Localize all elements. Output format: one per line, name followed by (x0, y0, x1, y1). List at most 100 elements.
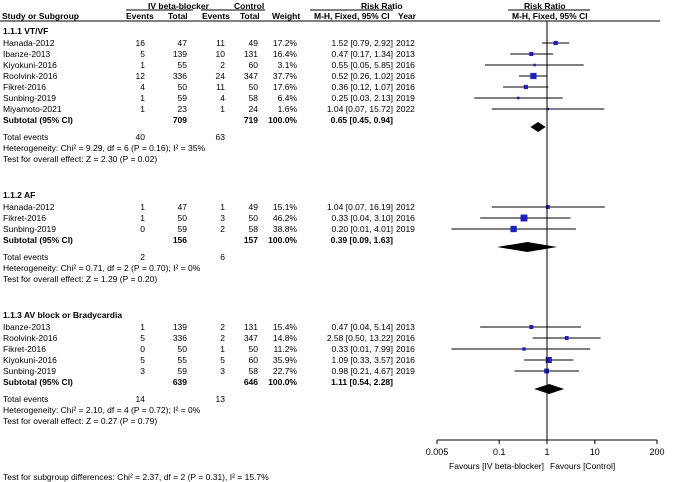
subgroup-title: 1.1.2 AF (3, 190, 36, 200)
study-marker (523, 84, 528, 90)
subtotal-total-2: 157 (243, 235, 258, 245)
weight: 17.2% (272, 38, 297, 48)
risk-ratio-ci: 1.52 [0.79, 2.92] (331, 38, 393, 48)
study-marker (520, 214, 528, 222)
total-2: 60 (248, 355, 258, 365)
total-2: 60 (248, 60, 258, 70)
weight: 15.1% (272, 202, 297, 212)
events-1: 1 (140, 202, 145, 212)
x-tick-label: 200 (649, 447, 664, 457)
risk-ratio-ci: 0.20 [0.01, 4.01] (331, 224, 393, 234)
col-total1: Total (168, 11, 188, 21)
total-2: 58 (248, 93, 258, 103)
events-1: 0 (140, 224, 145, 234)
study-name: Hanada-2012 (3, 38, 55, 48)
col-events1: Events (126, 11, 154, 21)
study-name: Fikret-2016 (3, 82, 46, 92)
col-total2: Total (240, 11, 260, 21)
risk-ratio-ci: 2.58 [0.50, 13.22] (326, 333, 393, 343)
weight: 1.6% (277, 104, 297, 114)
total-2: 131 (243, 49, 258, 59)
year: 2019 (396, 224, 415, 234)
events-1: 3 (140, 366, 145, 376)
events-1: 12 (135, 71, 145, 81)
total-2: 50 (248, 344, 258, 354)
x-tick-label: 10 (590, 447, 600, 457)
study-name: Roolvink-2016 (3, 71, 58, 81)
year: 2013 (396, 322, 415, 332)
subtotal-ci: 0.39 [0.09, 1.63] (330, 235, 393, 245)
total-2: 347 (243, 71, 258, 81)
total-1: 50 (177, 344, 187, 354)
events-1: 4 (140, 82, 145, 92)
total-2: 49 (248, 202, 258, 212)
overall-effect: Test for overall effect: Z = 0.27 (P = 0… (3, 416, 158, 426)
group2-header: Control (234, 1, 265, 11)
weight: 15.4% (272, 322, 297, 332)
study-marker (530, 72, 537, 80)
heterogeneity: Heterogeneity: Chi² = 9.29, df = 6 (P = … (3, 143, 206, 153)
risk-ratio-ci: 1.04 [0.07, 16.19] (326, 202, 393, 212)
year: 2016 (396, 71, 415, 81)
events-2: 24 (215, 71, 225, 81)
total-events-1: 40 (135, 132, 145, 142)
study-name: Sunbing-2019 (3, 224, 56, 234)
total-1: 59 (177, 93, 187, 103)
subtotal-weight: 100.0% (268, 115, 297, 125)
weight: 37.7% (272, 71, 297, 81)
subgroup-differences-test: Test for subgroup differences: Chi² = 2.… (3, 472, 269, 482)
year: 2022 (396, 104, 415, 114)
total-1: 50 (177, 213, 187, 223)
events-2: 1 (220, 104, 225, 114)
subtotal-ci: 0.65 [0.45, 0.94] (330, 115, 393, 125)
total-events-2: 13 (215, 394, 225, 404)
year: 2016 (396, 344, 415, 354)
col-ci: M-H, Fixed, 95% CI (314, 11, 390, 21)
total-2: 58 (248, 224, 258, 234)
study-marker (533, 63, 536, 67)
subtotal-diamond (497, 242, 558, 252)
subtotal-diamond (534, 384, 565, 394)
total-2: 131 (243, 322, 258, 332)
events-2: 4 (220, 93, 225, 103)
subtotal-total-1: 156 (172, 235, 187, 245)
events-1: 1 (140, 93, 145, 103)
study-name: Sunbing-2019 (3, 366, 56, 376)
events-2: 2 (220, 224, 225, 234)
favours-right-label: Favours [Control] (550, 461, 615, 471)
year: 2016 (396, 213, 415, 223)
study-name: Fikret-2016 (3, 213, 46, 223)
subtotal-ci: 1.11 [0.54, 2.28] (331, 377, 393, 387)
study-name: Roolvink-2016 (3, 333, 58, 343)
events-2: 10 (215, 49, 225, 59)
weight: 22.7% (272, 366, 297, 376)
study-marker (553, 40, 558, 46)
risk-ratio-ci: 0.47 [0.17, 1.34] (331, 49, 393, 59)
year: 2019 (396, 366, 415, 376)
total-1: 59 (177, 366, 187, 376)
year: 2012 (396, 202, 415, 212)
subtotal-total-2: 646 (243, 377, 258, 387)
favours-left-label: Favours [IV beta-blocker] (449, 461, 544, 471)
heterogeneity: Heterogeneity: Chi² = 2.10, df = 4 (P = … (3, 405, 201, 415)
study-name: Miyamoto-2021 (3, 104, 62, 114)
study-name: Hanada-2012 (3, 202, 55, 212)
total-2: 50 (248, 82, 258, 92)
year: 2016 (396, 82, 415, 92)
subtotal-label: Subtotal (95% CI) (3, 235, 73, 245)
study-marker (545, 356, 552, 364)
study-marker (510, 225, 517, 233)
overall-effect: Test for overall effect: Z = 2.30 (P = 0… (3, 154, 158, 164)
total-events-label: Total events (3, 252, 49, 262)
risk-ratio-ci: 0.47 [0.04, 5.14] (331, 322, 393, 332)
study-marker (522, 347, 526, 351)
col-ci-plot: M-H, Fixed, 95% CI (512, 11, 588, 21)
heterogeneity: Heterogeneity: Chi² = 0.71, df = 2 (P = … (3, 263, 201, 273)
risk-ratio-ci: 1.09 [0.33, 3.57] (331, 355, 393, 365)
total-1: 336 (172, 333, 187, 343)
subtotal-total-2: 719 (243, 115, 258, 125)
effect-title-plot: Risk Ratio (524, 1, 566, 11)
study-name: Sunbing-2019 (3, 93, 56, 103)
events-2: 11 (216, 38, 225, 48)
